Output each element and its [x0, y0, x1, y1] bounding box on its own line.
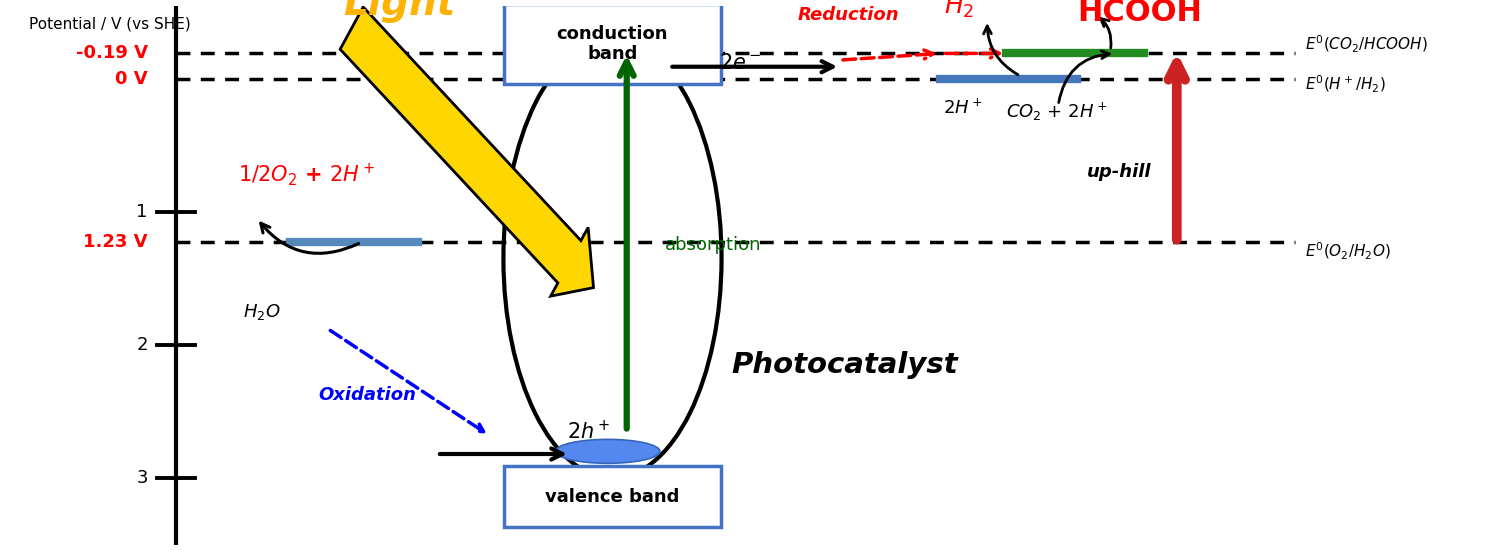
Text: Reduction: Reduction — [798, 6, 898, 24]
Text: $E^0(O_2/H_2O)$: $E^0(O_2/H_2O)$ — [1305, 241, 1390, 262]
FancyBboxPatch shape — [504, 4, 720, 84]
Text: 2: 2 — [136, 336, 148, 354]
Text: 3: 3 — [136, 469, 148, 487]
Text: HCOOH: HCOOH — [1077, 0, 1202, 26]
Text: Light: Light — [344, 0, 454, 23]
FancyBboxPatch shape — [504, 466, 720, 527]
Text: $H_2O$: $H_2O$ — [243, 301, 280, 322]
Text: $2h^+$: $2h^+$ — [567, 420, 610, 443]
Text: $1/2O_2$ + $2H^+$: $1/2O_2$ + $2H^+$ — [238, 161, 375, 188]
Ellipse shape — [555, 439, 660, 463]
Text: 1: 1 — [136, 203, 148, 221]
Text: valence band: valence band — [546, 488, 680, 505]
Text: $E^0(H^+/H_2)$: $E^0(H^+/H_2)$ — [1305, 74, 1386, 95]
Ellipse shape — [555, 55, 660, 79]
Text: $E^0(CO_2/HCOOH)$: $E^0(CO_2/HCOOH)$ — [1305, 34, 1428, 54]
Text: up-hill: up-hill — [1086, 163, 1150, 181]
Text: conduction
band: conduction band — [556, 25, 668, 63]
FancyArrow shape — [340, 7, 594, 296]
Text: Oxidation: Oxidation — [318, 387, 417, 404]
Text: $2H^+$: $2H^+$ — [942, 98, 982, 118]
Text: $H_2$: $H_2$ — [944, 0, 974, 20]
Text: Potential / V (vs SHE): Potential / V (vs SHE) — [28, 16, 190, 31]
Text: -0.19 V: -0.19 V — [76, 45, 148, 62]
Text: Photocatalyst: Photocatalyst — [730, 351, 957, 379]
Text: 0 V: 0 V — [116, 70, 148, 87]
Text: 1.23 V: 1.23 V — [84, 233, 148, 251]
Text: $CO_2$ + $2H^+$: $CO_2$ + $2H^+$ — [1007, 101, 1108, 123]
Text: $2e^-$: $2e^-$ — [718, 53, 762, 73]
Text: absorption: absorption — [664, 236, 760, 254]
